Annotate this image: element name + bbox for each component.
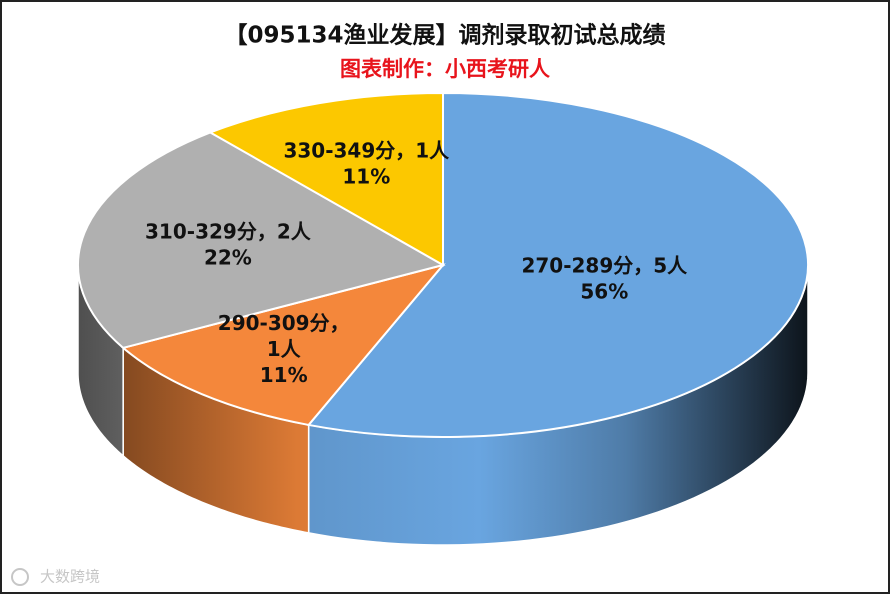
category-label: 310-329分 — [145, 219, 257, 243]
pie-slice — [77, 131, 446, 349]
data-label: 270-289分，5人 56% — [521, 253, 688, 303]
value-label: 11% — [260, 363, 308, 387]
watermark-icon — [11, 568, 29, 586]
value-label: 11% — [342, 164, 390, 188]
count-label: 1人 — [415, 138, 450, 162]
label-separator: ， — [330, 311, 350, 335]
data-label: 290-309分， 1人 11% — [218, 311, 350, 387]
chart-subtitle: 图表制作：小西考研人 — [340, 57, 550, 81]
watermark-group: 大数跨境 — [11, 568, 100, 586]
count-label: 5人 — [653, 253, 688, 277]
count-label: 1人 — [267, 337, 302, 361]
count-label: 2人 — [277, 219, 312, 243]
data-label: 310-329分，2人 22% — [145, 219, 312, 269]
pie-slice — [306, 91, 809, 438]
category-label: 270-289分 — [521, 253, 633, 277]
label-separator: ， — [395, 138, 415, 162]
label-separator: ， — [257, 219, 277, 243]
category-label: 330-349分 — [283, 138, 395, 162]
chart-title: 【095134渔业发展】调剂录取初试总成绩 — [224, 22, 665, 49]
pie-slice — [121, 263, 446, 427]
watermark: 大数跨境 — [40, 568, 100, 586]
data-label: 330-349分，1人 11% — [283, 138, 450, 188]
value-label: 56% — [580, 279, 628, 303]
category-label: 290-309分 — [218, 311, 330, 335]
pie-slice — [208, 91, 444, 267]
value-label: 22% — [204, 245, 252, 269]
label-separator: ， — [633, 253, 653, 277]
